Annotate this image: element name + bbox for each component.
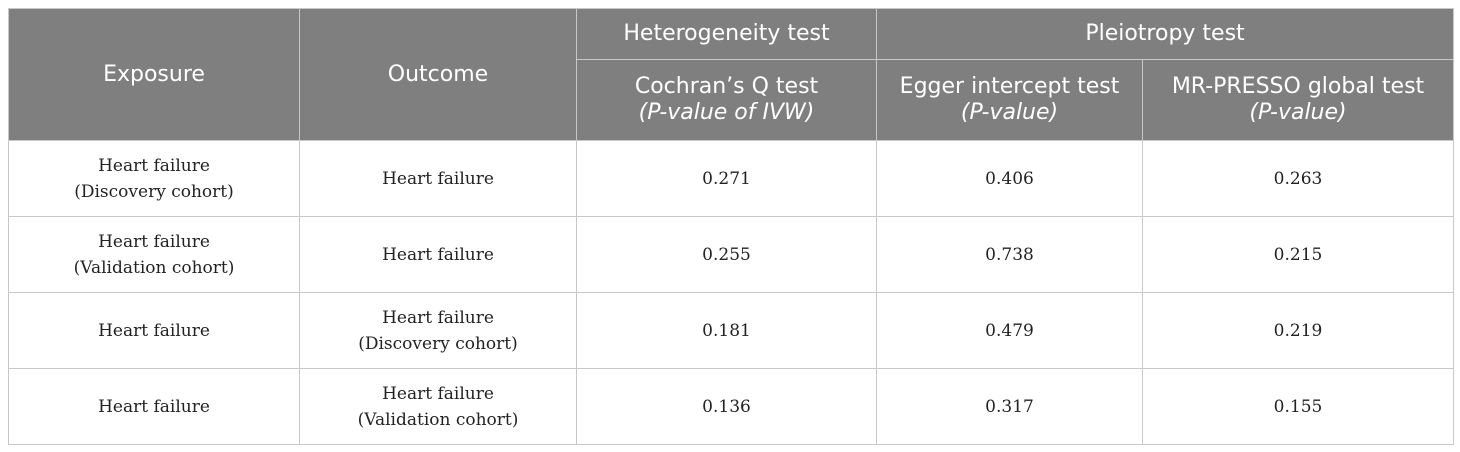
table-row: Heart failure (Validation cohort) Heart … [8,216,1454,293]
table-header: Exposure Outcome Heterogeneity test Plei… [8,8,1454,141]
pleiotropy-group-header: Pleiotropy test [876,8,1454,60]
exposure-cell: Heart failure [8,292,300,369]
mrpresso-header-title: MR-PRESSO global test [1171,74,1425,99]
outcome-header: Outcome [299,8,577,141]
cochran-cell: 0.181 [576,292,877,369]
outcome-text: Heart failure [382,168,494,189]
exposure-text: Heart failure [98,396,210,417]
exposure-text: Heart failure [98,231,210,252]
cochran-cell: 0.255 [576,216,877,293]
outcome-text: Heart failure [382,383,494,404]
cochran-header: Cochran’s Q test (P-value of IVW) [576,59,877,141]
mrpresso-cell: 0.155 [1142,368,1454,445]
exposure-header: Exposure [8,8,300,141]
exposure-cohort-text: (Validation cohort) [73,257,235,278]
exposure-cell: Heart failure (Validation cohort) [8,216,300,293]
outcome-text: Heart failure [382,244,494,265]
table-row: Heart failure Heart failure (Discovery c… [8,292,1454,369]
egger-header-sub: (P-value) [960,100,1059,125]
heterogeneity-group-header: Heterogeneity test [576,8,877,60]
outcome-cell: Heart failure [299,216,577,293]
mrpresso-header: MR-PRESSO global test (P-value) [1142,59,1454,141]
table-row: Heart failure (Discovery cohort) Heart f… [8,140,1454,217]
cochran-cell: 0.271 [576,140,877,217]
egger-header-title: Egger intercept test [899,74,1120,99]
exposure-cell: Heart failure (Discovery cohort) [8,140,300,217]
egger-header: Egger intercept test (P-value) [876,59,1143,141]
outcome-text: Heart failure [382,307,494,328]
cochran-cell: 0.136 [576,368,877,445]
mrpresso-cell: 0.219 [1142,292,1454,369]
cochran-header-sub: (P-value of IVW) [638,100,815,125]
mrpresso-header-sub: (P-value) [1249,100,1347,125]
exposure-cell: Heart failure [8,368,300,445]
mrpresso-cell: 0.263 [1142,140,1454,217]
outcome-cohort-text: (Discovery cohort) [358,333,518,354]
outcome-cell: Heart failure (Validation cohort) [299,368,577,445]
egger-cell: 0.479 [876,292,1143,369]
table-row: Heart failure Heart failure (Validation … [8,368,1454,445]
exposure-text: Heart failure [98,155,210,176]
outcome-cell: Heart failure (Discovery cohort) [299,292,577,369]
exposure-text: Heart failure [98,320,210,341]
egger-cell: 0.406 [876,140,1143,217]
outcome-cohort-text: (Validation cohort) [357,409,519,430]
results-table: Exposure Outcome Heterogeneity test Plei… [8,8,1454,445]
mrpresso-cell: 0.215 [1142,216,1454,293]
exposure-cohort-text: (Discovery cohort) [74,181,234,202]
outcome-cell: Heart failure [299,140,577,217]
table-body: Heart failure (Discovery cohort) Heart f… [8,140,1454,445]
egger-cell: 0.317 [876,368,1143,445]
egger-cell: 0.738 [876,216,1143,293]
cochran-header-title: Cochran’s Q test [634,74,819,99]
